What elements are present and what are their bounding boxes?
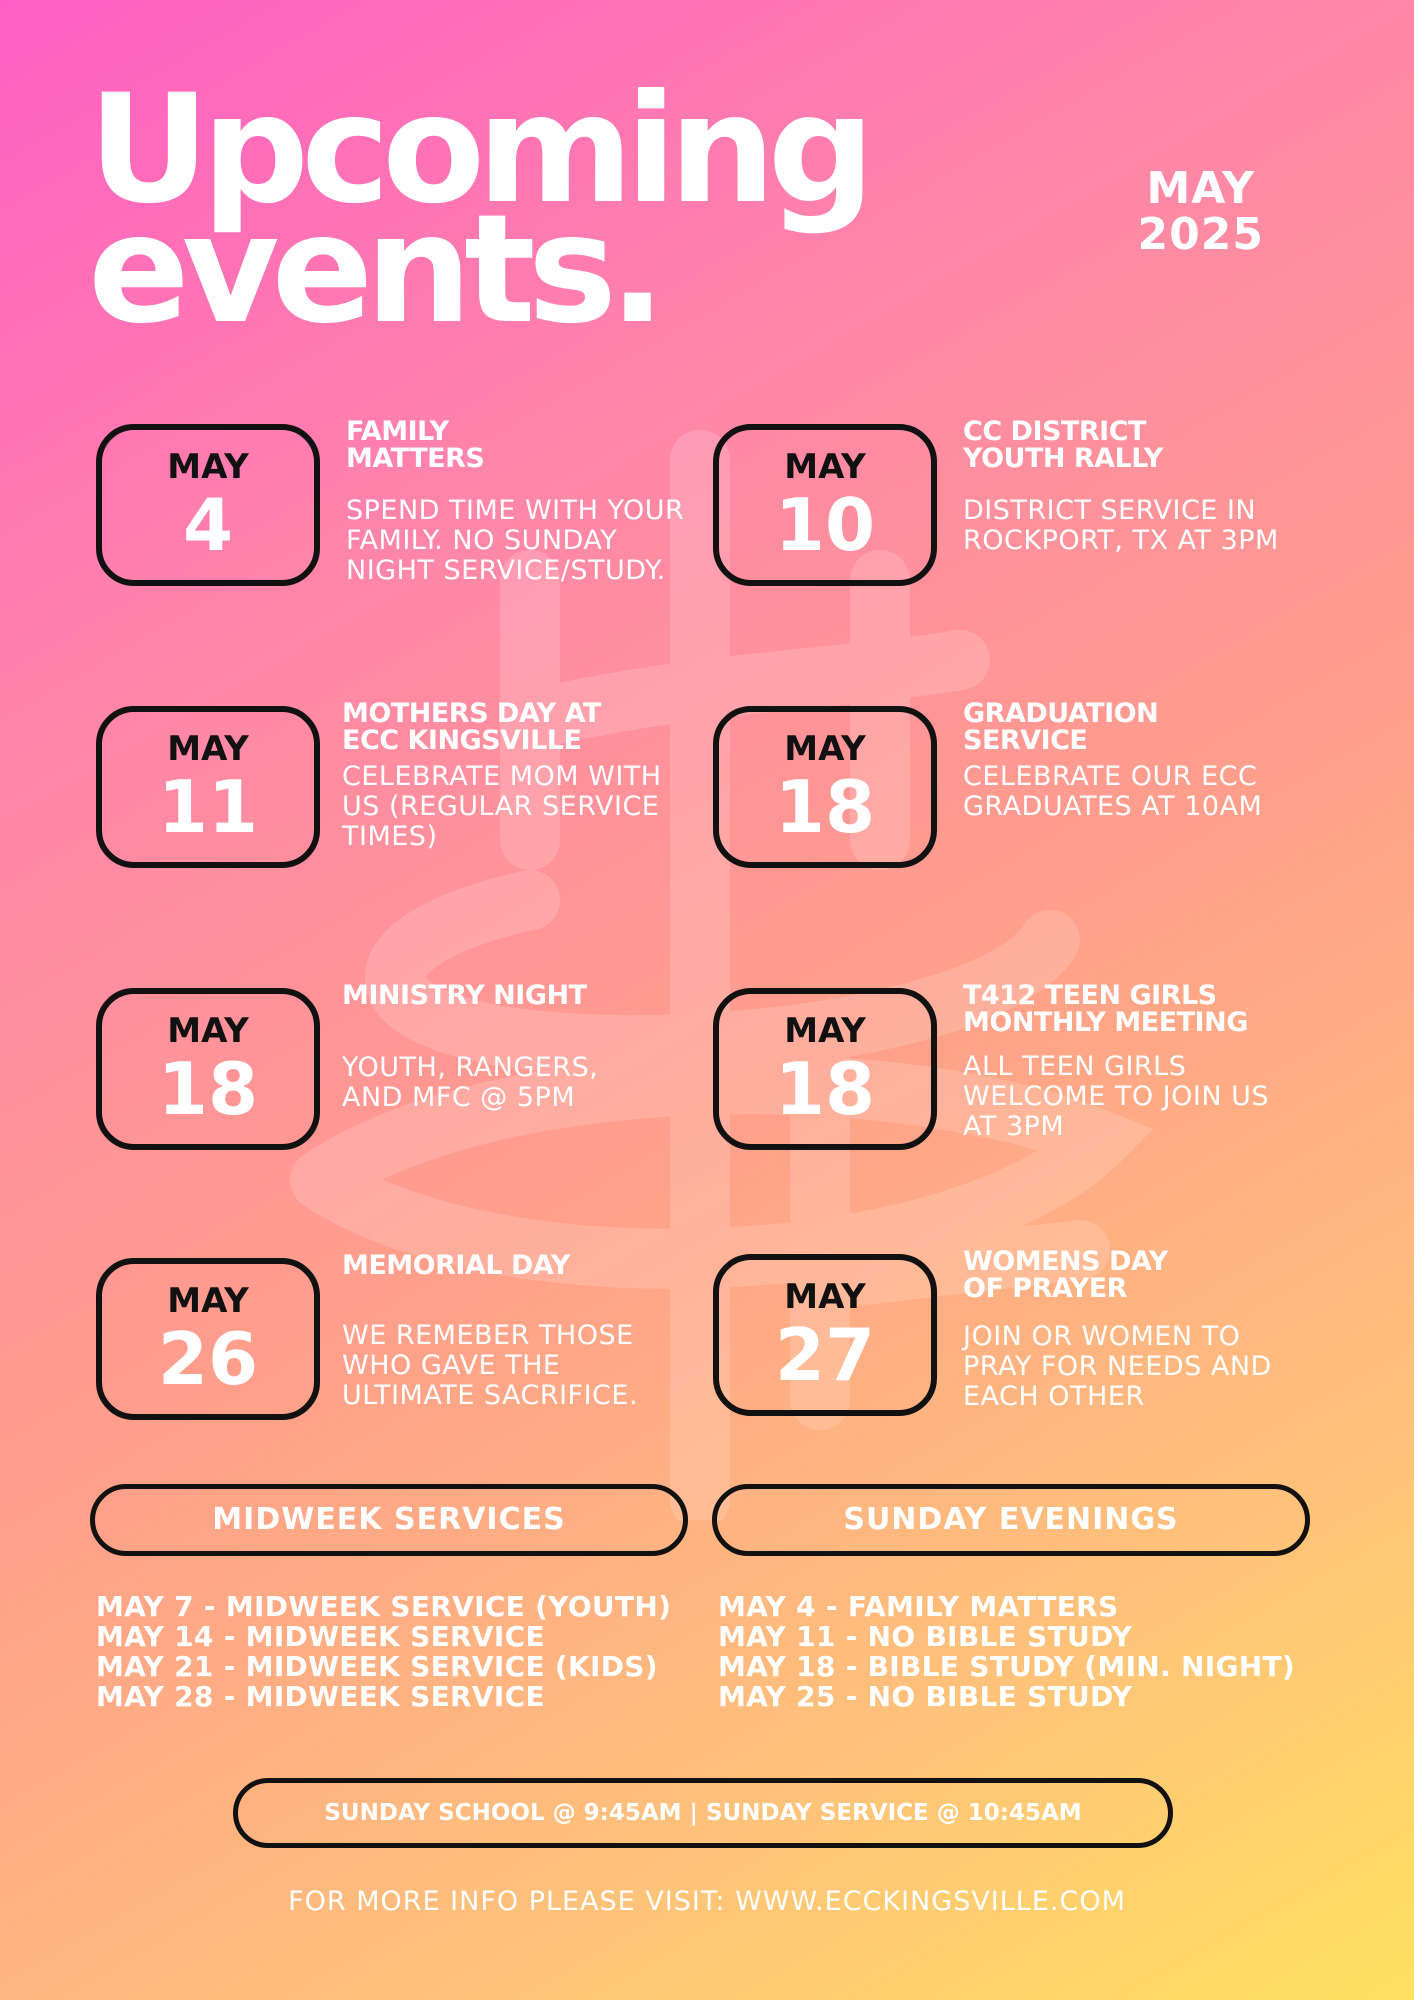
event-card: MAY 11 MOTHERS DAY AT ECC KINGSVILLE CEL… <box>96 700 696 886</box>
event-description: DISTRICT SERVICE IN ROCKPORT, TX AT 3PM <box>963 495 1279 556</box>
sunday-evenings-heading: SUNDAY EVENINGS <box>712 1484 1310 1556</box>
date-box: MAY 27 <box>713 1254 937 1416</box>
date-box: MAY 18 <box>713 706 937 868</box>
event-title: CC DISTRICT YOUTH RALLY <box>963 416 1163 474</box>
date-day: 10 <box>774 483 876 567</box>
date-day: 18 <box>774 1047 876 1131</box>
event-description: CELEBRATE MOM WITH US (REGULAR SERVICE T… <box>342 761 662 852</box>
cross-logo-icon <box>290 430 1154 1520</box>
date-day: 27 <box>774 1313 876 1397</box>
list-item: MAY 28 - MIDWEEK SERVICE <box>96 1680 545 1713</box>
event-card: MAY 26 MEMORIAL DAY WE REMEBER THOSE WHO… <box>96 1252 696 1438</box>
date-day: 4 <box>182 483 234 567</box>
date-month: MAY <box>167 1281 249 1321</box>
event-description: SPEND TIME WITH YOUR FAMILY. NO SUNDAY N… <box>346 495 685 586</box>
midweek-services-list: MAY 7 - MIDWEEK SERVICE (YOUTH) MAY 14 -… <box>96 1592 671 1712</box>
event-title: T412 TEEN GIRLS MONTHLY MEETING <box>963 980 1248 1038</box>
header-year: 2025 <box>1137 209 1264 260</box>
event-card: MAY 27 WOMENS DAY OF PRAYER JOIN OR WOME… <box>713 1248 1313 1434</box>
date-box: MAY 4 <box>96 424 320 586</box>
header-month: MAY <box>1146 163 1256 214</box>
midweek-services-heading: MIDWEEK SERVICES <box>90 1484 688 1556</box>
event-description: CELEBRATE OUR ECC GRADUATES AT 10AM <box>963 761 1263 822</box>
service-times-banner: SUNDAY SCHOOL @ 9:45AM | SUNDAY SERVICE … <box>233 1778 1173 1848</box>
event-description: YOUTH, RANGERS, AND MFC @ 5PM <box>342 1052 599 1113</box>
list-item: MAY 14 - MIDWEEK SERVICE <box>96 1620 545 1653</box>
date-box: MAY 10 <box>713 424 937 586</box>
date-day: 18 <box>157 1047 259 1131</box>
date-day: 11 <box>157 765 259 849</box>
event-description: ALL TEEN GIRLS WELCOME TO JOIN US AT 3PM <box>963 1051 1270 1142</box>
date-box: MAY 18 <box>96 988 320 1150</box>
event-title: MINISTRY NIGHT <box>342 980 587 1011</box>
date-day: 26 <box>157 1317 259 1401</box>
date-month: MAY <box>784 447 866 487</box>
date-month: MAY <box>167 1011 249 1051</box>
event-card: MAY 18 T412 TEEN GIRLS MONTHLY MEETING A… <box>713 982 1313 1168</box>
sunday-evenings-list: MAY 4 - FAMILY MATTERS MAY 11 - NO BIBLE… <box>718 1592 1295 1712</box>
list-item: MAY 25 - NO BIBLE STUDY <box>718 1680 1133 1713</box>
list-item: MAY 7 - MIDWEEK SERVICE (YOUTH) <box>96 1590 672 1623</box>
event-description: WE REMEBER THOSE WHO GAVE THE ULTIMATE S… <box>342 1320 639 1411</box>
date-month: MAY <box>167 447 249 487</box>
event-title: MEMORIAL DAY <box>342 1250 570 1281</box>
date-month: MAY <box>167 729 249 769</box>
date-month: MAY <box>784 1011 866 1051</box>
page-title: Upcoming events. <box>88 63 875 357</box>
event-title: WOMENS DAY OF PRAYER <box>963 1246 1168 1304</box>
month-year-label: MAY 2025 <box>1138 166 1264 258</box>
list-item: MAY 21 - MIDWEEK SERVICE (KIDS) <box>96 1650 658 1683</box>
event-description: JOIN OR WOMEN TO PRAY FOR NEEDS AND EACH… <box>963 1321 1272 1412</box>
event-title: MOTHERS DAY AT ECC KINGSVILLE <box>342 698 601 756</box>
footer-info: FOR MORE INFO PLEASE VISIT: WWW.ECCKINGS… <box>288 1886 1126 1917</box>
date-box: MAY 18 <box>713 988 937 1150</box>
event-card: MAY 10 CC DISTRICT YOUTH RALLY DISTRICT … <box>713 418 1313 604</box>
date-box: MAY 11 <box>96 706 320 868</box>
date-box: MAY 26 <box>96 1258 320 1420</box>
list-item: MAY 11 - NO BIBLE STUDY <box>718 1620 1133 1653</box>
list-item: MAY 18 - BIBLE STUDY (MIN. NIGHT) <box>718 1650 1295 1683</box>
event-card: MAY 18 MINISTRY NIGHT YOUTH, RANGERS, AN… <box>96 982 696 1168</box>
list-item: MAY 4 - FAMILY MATTERS <box>718 1590 1119 1623</box>
date-month: MAY <box>784 729 866 769</box>
event-card: MAY 18 GRADUATION SERVICE CELEBRATE OUR … <box>713 700 1313 886</box>
event-title: GRADUATION SERVICE <box>963 698 1159 756</box>
event-title: FAMILY MATTERS <box>346 416 485 474</box>
event-card: MAY 4 FAMILY MATTERS SPEND TIME WITH YOU… <box>96 418 696 604</box>
date-day: 18 <box>774 765 876 849</box>
date-month: MAY <box>784 1277 866 1317</box>
